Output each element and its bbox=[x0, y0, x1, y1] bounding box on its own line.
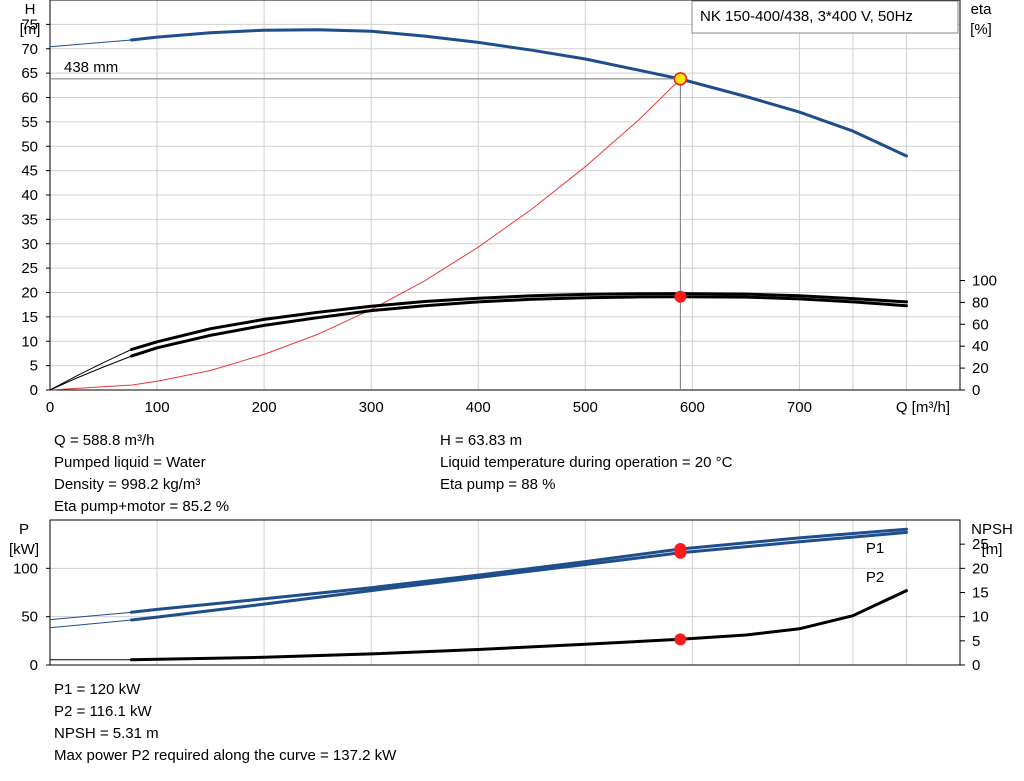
curve-label: 438 mm bbox=[64, 59, 118, 76]
y2-tick-label-bottom: 0 bbox=[972, 657, 980, 674]
y2-tick-label-bottom: 25 bbox=[972, 536, 989, 553]
y-tick-label-bottom: 100 bbox=[13, 560, 38, 577]
x-tick-label: 300 bbox=[359, 399, 384, 416]
series-label-p2: P2 bbox=[866, 569, 884, 586]
series-line-bottom-3 bbox=[49, 619, 132, 629]
y2-tick-label-bottom: 20 bbox=[972, 560, 989, 577]
info-liquid: Pumped liquid = Water bbox=[54, 454, 206, 471]
series-line-bottom-0 bbox=[129, 527, 908, 614]
series-line-top-1 bbox=[49, 39, 132, 48]
y-tick-label: 10 bbox=[21, 333, 38, 350]
info-temperature: Liquid temperature during operation = 20… bbox=[440, 454, 733, 471]
info-flow: Q = 588.8 m³/h bbox=[54, 432, 155, 449]
y2-tick-label: 0 bbox=[972, 382, 980, 399]
y2-axis-unit: [%] bbox=[970, 21, 992, 38]
series-line-top-4 bbox=[129, 292, 908, 351]
y-tick-label: 20 bbox=[21, 285, 38, 302]
y2-tick-label: 80 bbox=[972, 294, 989, 311]
y-tick-label: 35 bbox=[21, 211, 38, 228]
x-tick-label: 600 bbox=[680, 399, 705, 416]
info-max-power: Max power P2 required along the curve = … bbox=[54, 747, 397, 764]
info-p2: P2 = 116.1 kW bbox=[54, 703, 152, 720]
y-tick-label: 25 bbox=[21, 260, 38, 277]
y-tick-label: 65 bbox=[21, 65, 38, 82]
y2-tick-label: 40 bbox=[972, 338, 989, 355]
x-axis-label: Q [m³/h] bbox=[896, 399, 950, 416]
info-bottom: P1 = 120 kW P2 = 116.1 kW NPSH = 5.31 m … bbox=[54, 679, 396, 767]
y2-axis-label-bottom: NPSH bbox=[971, 521, 1013, 538]
series-line-bottom-1 bbox=[129, 530, 908, 622]
info-p1: P1 = 120 kW bbox=[54, 681, 141, 698]
x-tick-label: 100 bbox=[145, 399, 170, 416]
info-npsh: NPSH = 5.31 m bbox=[54, 725, 159, 742]
chart-title: NK 150-400/438, 3*400 V, 50Hz bbox=[700, 8, 913, 25]
series-line-top-3 bbox=[129, 295, 908, 358]
x-tick-label: 700 bbox=[787, 399, 812, 416]
y2-tick-label-bottom: 5 bbox=[972, 633, 980, 650]
y-tick-label: 30 bbox=[21, 236, 38, 253]
x-tick-label: 400 bbox=[466, 399, 491, 416]
p2-point-marker bbox=[674, 546, 687, 559]
plot-frame-bottom bbox=[49, 519, 961, 666]
y-tick-label: 45 bbox=[21, 163, 38, 180]
y-tick-label: 0 bbox=[30, 382, 38, 399]
y-tick-label: 75 bbox=[21, 16, 38, 33]
y-axis-label-bottom: P bbox=[19, 521, 29, 538]
y-axis-unit-bottom: [kW] bbox=[9, 541, 39, 558]
y2-tick-label-bottom: 10 bbox=[972, 609, 989, 626]
x-tick-label: 200 bbox=[252, 399, 277, 416]
y-tick-label-bottom: 0 bbox=[30, 657, 38, 674]
info-eta-pump: Eta pump = 88 % bbox=[440, 476, 556, 493]
y2-tick-label: 60 bbox=[972, 316, 989, 333]
info-head: H = 63.83 m bbox=[440, 432, 523, 449]
y2-tick-label-bottom: 15 bbox=[972, 585, 989, 602]
y-tick-label-bottom: 50 bbox=[21, 609, 38, 626]
y2-tick-label: 100 bbox=[972, 273, 997, 290]
series-label-p1: P1 bbox=[866, 540, 884, 557]
info-density: Density = 998.2 kg/m³ bbox=[54, 476, 201, 493]
y-tick-label: 55 bbox=[21, 114, 38, 131]
efficiency-point-marker bbox=[674, 290, 687, 303]
x-tick-label: 500 bbox=[573, 399, 598, 416]
y-axis-label: H bbox=[25, 1, 36, 18]
y-tick-label: 5 bbox=[30, 358, 38, 375]
y-axis-unit: [m] bbox=[20, 21, 41, 38]
info-top-left: Q = 588.8 m³/h Pumped liquid = Water Den… bbox=[54, 430, 229, 518]
y2-tick-label: 20 bbox=[972, 360, 989, 377]
series-line-top-5 bbox=[49, 355, 132, 391]
title-box bbox=[691, 0, 959, 34]
npsh-point-marker bbox=[674, 633, 687, 646]
series-line-top-6 bbox=[49, 349, 132, 391]
y2-axis-unit-bottom: [m] bbox=[982, 541, 1003, 558]
info-eta-pump-motor: Eta pump+motor = 85.2 % bbox=[54, 498, 230, 515]
series-line-top-2 bbox=[49, 78, 681, 391]
series-line-top-0 bbox=[129, 28, 908, 158]
y-tick-label: 40 bbox=[21, 187, 38, 204]
operating-point-marker bbox=[673, 72, 688, 86]
info-top-right: H = 63.83 m Liquid temperature during op… bbox=[440, 430, 732, 496]
series-line-bottom-2 bbox=[49, 611, 132, 621]
y2-axis-label: eta bbox=[971, 1, 993, 18]
x-tick-label: 0 bbox=[46, 399, 54, 416]
y-tick-label: 60 bbox=[21, 90, 38, 107]
series-line-bottom-4 bbox=[129, 589, 908, 662]
y-tick-label: 50 bbox=[21, 138, 38, 155]
y-tick-label: 15 bbox=[21, 309, 38, 326]
y-tick-label: 70 bbox=[21, 41, 38, 58]
